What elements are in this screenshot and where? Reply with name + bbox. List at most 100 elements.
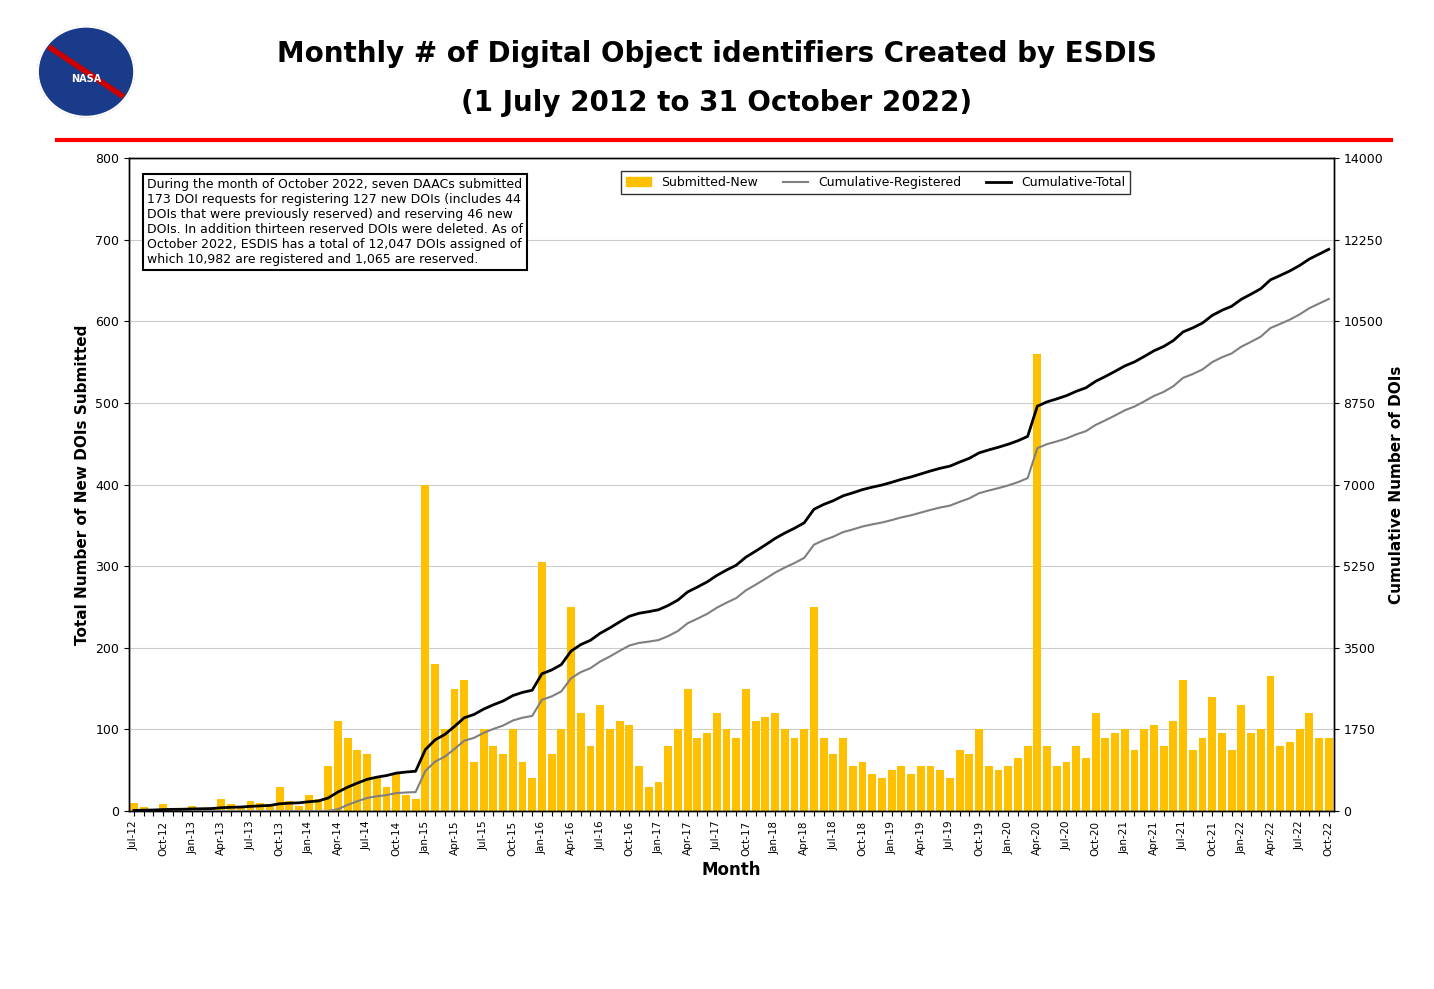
Bar <box>782 729 789 811</box>
Bar <box>916 766 925 811</box>
Bar <box>703 734 711 811</box>
Bar <box>363 754 371 811</box>
Bar <box>1286 742 1293 811</box>
Bar <box>1217 734 1226 811</box>
Bar <box>1256 729 1265 811</box>
Bar <box>432 665 439 811</box>
Bar <box>275 786 284 811</box>
Bar <box>227 804 235 811</box>
Bar <box>1305 713 1314 811</box>
Bar <box>615 721 624 811</box>
Bar <box>149 809 158 811</box>
Bar <box>169 808 176 811</box>
Bar <box>1083 758 1090 811</box>
Bar <box>139 807 148 811</box>
Bar <box>470 762 478 811</box>
Bar <box>1228 750 1236 811</box>
Bar <box>1121 729 1129 811</box>
Bar <box>344 738 351 811</box>
Bar <box>810 607 817 811</box>
Bar <box>1179 680 1187 811</box>
Bar <box>1130 750 1139 811</box>
Bar <box>334 721 341 811</box>
Bar <box>888 770 895 811</box>
Bar <box>558 729 565 811</box>
Bar <box>1014 758 1022 811</box>
Bar <box>1209 696 1216 811</box>
Bar <box>1276 746 1283 811</box>
Bar <box>528 778 536 811</box>
Bar <box>499 754 508 811</box>
Bar <box>741 688 750 811</box>
Bar <box>267 804 274 811</box>
Bar <box>869 774 876 811</box>
Bar <box>1325 738 1332 811</box>
Bar <box>1296 729 1304 811</box>
Bar <box>674 729 681 811</box>
Bar <box>995 770 1002 811</box>
Bar <box>295 806 303 811</box>
Text: (1 July 2012 to 31 October 2022): (1 July 2012 to 31 October 2022) <box>462 89 972 117</box>
Bar <box>771 713 779 811</box>
Bar <box>713 713 721 811</box>
X-axis label: Month: Month <box>701 861 761 879</box>
Bar <box>1053 766 1061 811</box>
Bar <box>975 729 982 811</box>
Bar <box>412 799 420 811</box>
Bar <box>188 806 196 811</box>
Bar <box>878 778 886 811</box>
Bar <box>751 721 760 811</box>
Bar <box>635 766 642 811</box>
Bar <box>1043 746 1051 811</box>
Bar <box>1248 734 1255 811</box>
Bar <box>548 754 555 811</box>
Bar <box>489 746 498 811</box>
Bar <box>761 717 769 811</box>
Bar <box>849 766 856 811</box>
Bar <box>519 762 526 811</box>
Bar <box>460 680 467 811</box>
Legend: Submitted-New, Cumulative-Registered, Cumulative-Total: Submitted-New, Cumulative-Registered, Cu… <box>621 171 1130 194</box>
Bar <box>1150 725 1157 811</box>
Bar <box>1101 738 1110 811</box>
Bar <box>1034 354 1041 811</box>
Bar <box>509 729 516 811</box>
Text: Monthly # of Digital Object identifiers Created by ESDIS: Monthly # of Digital Object identifiers … <box>277 40 1157 67</box>
Bar <box>353 750 361 811</box>
Bar <box>1266 676 1275 811</box>
Bar <box>393 774 400 811</box>
Bar <box>694 738 701 811</box>
Bar <box>684 688 691 811</box>
Text: NASA: NASA <box>70 74 102 84</box>
Bar <box>898 766 905 811</box>
Bar <box>257 803 264 811</box>
Bar <box>198 809 206 811</box>
Bar <box>859 762 866 811</box>
Bar <box>568 607 575 811</box>
Bar <box>1091 713 1100 811</box>
Bar <box>936 770 944 811</box>
Bar <box>314 799 323 811</box>
Bar <box>1004 766 1012 811</box>
Bar <box>373 778 380 811</box>
Bar <box>402 795 410 811</box>
Bar <box>955 750 964 811</box>
Bar <box>383 786 390 811</box>
Bar <box>1315 738 1324 811</box>
Bar <box>946 778 954 811</box>
Y-axis label: Cumulative Number of DOIs: Cumulative Number of DOIs <box>1388 365 1404 604</box>
Bar <box>576 713 585 811</box>
Bar <box>625 725 634 811</box>
Bar <box>820 738 827 811</box>
Bar <box>1199 738 1206 811</box>
Bar <box>179 809 186 811</box>
Bar <box>1238 705 1245 811</box>
Bar <box>733 738 740 811</box>
Bar <box>664 746 673 811</box>
Bar <box>450 688 459 811</box>
Bar <box>422 485 429 811</box>
Bar <box>1024 746 1031 811</box>
Bar <box>985 766 992 811</box>
Circle shape <box>37 27 135 117</box>
Bar <box>1111 734 1119 811</box>
